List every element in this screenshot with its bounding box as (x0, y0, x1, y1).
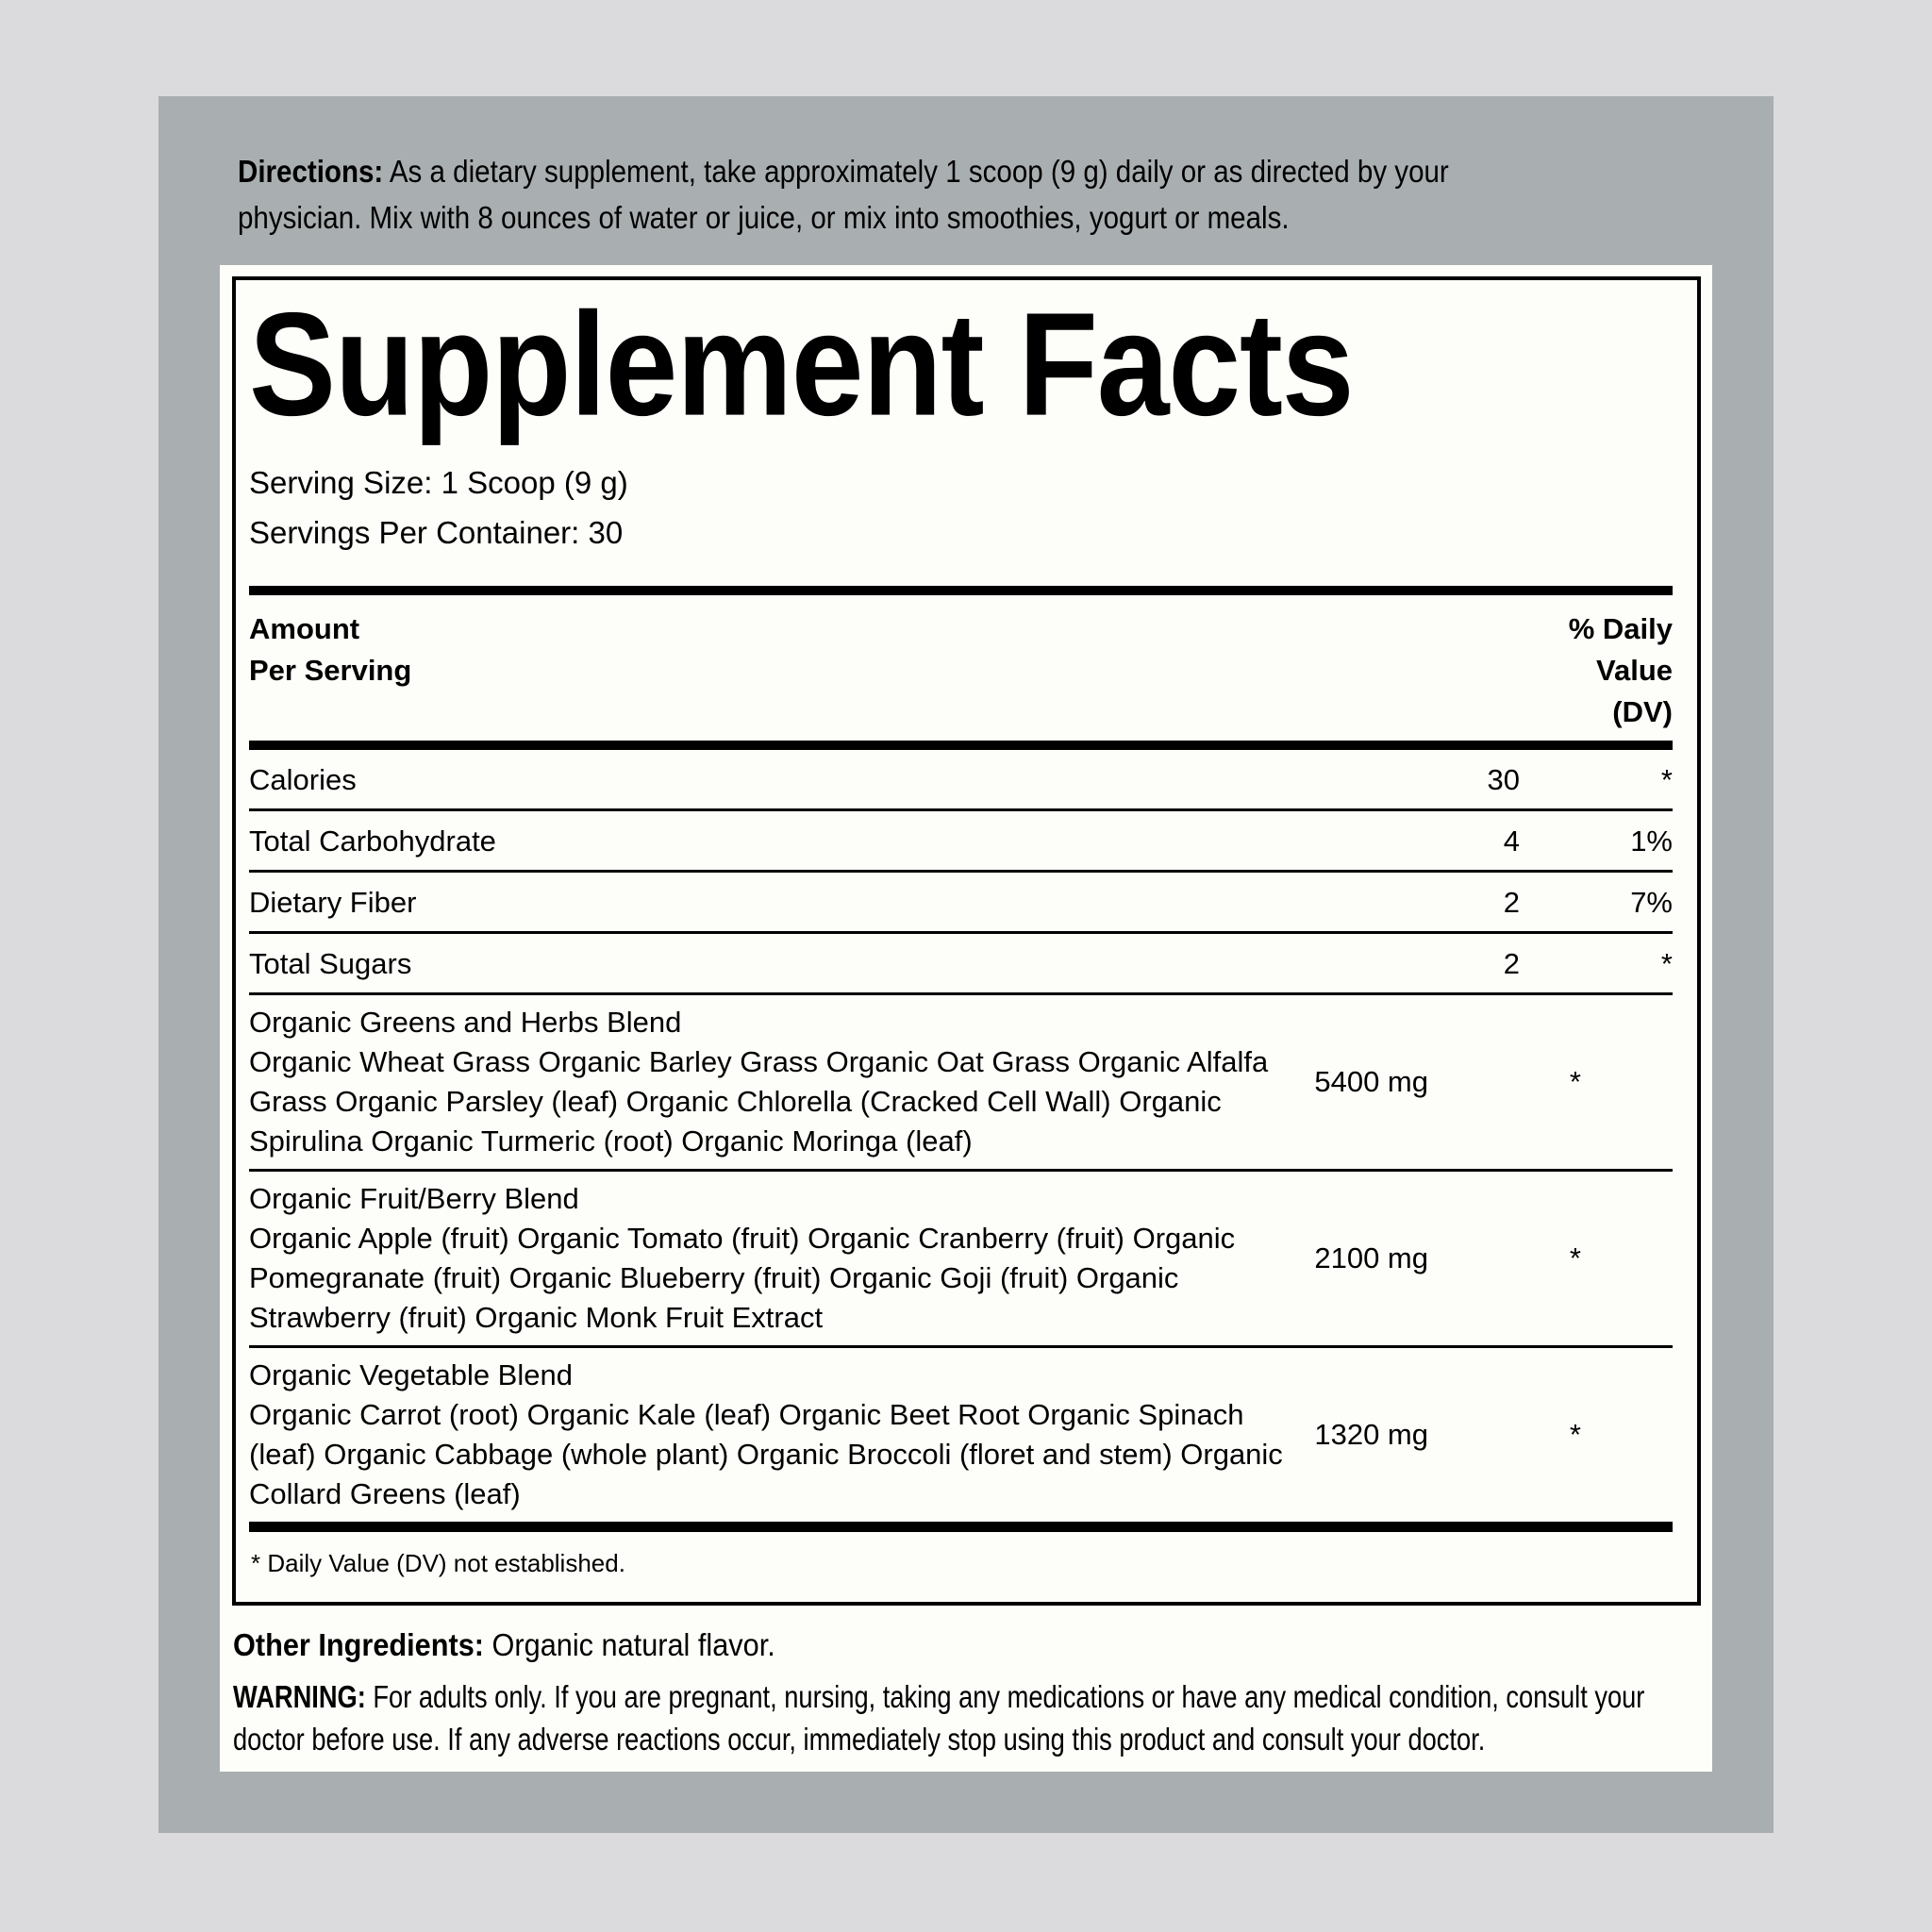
row-name: Total Carbohydrate (249, 824, 496, 858)
row-amount: 2 (1503, 886, 1520, 919)
blend-ingredients: Organic Apple (fruit) Organic Tomato (fr… (249, 1222, 1236, 1334)
other-ingredients-text: Organic natural flavor. (491, 1627, 775, 1662)
directions-paragraph: Directions: As a dietary supplement, tak… (238, 148, 1572, 241)
table-row-calories: Calories 30 * (249, 750, 1673, 811)
warning-text: For adults only. If you are pregnant, nu… (233, 1679, 1645, 1757)
row-name: Total Sugars (249, 947, 412, 980)
warning-paragraph: WARNING: For adults only. If you are pre… (233, 1675, 1674, 1760)
warning-label: WARNING: (233, 1679, 366, 1714)
servings-per-container: Servings Per Container: 30 (249, 515, 624, 550)
row-amount: 2 (1503, 947, 1520, 980)
blend-row-fruit-berry: Organic Fruit/Berry Blend Organic Apple … (249, 1172, 1673, 1348)
supplement-facts-card: Supplement Facts Serving Size: 1 Scoop (… (220, 265, 1712, 1772)
row-amount: 4 (1503, 824, 1520, 858)
table-row-dietary-fiber: Dietary Fiber 2 7% (249, 873, 1673, 934)
blend-row-vegetable: Organic Vegetable Blend Organic Carrot (… (249, 1348, 1673, 1522)
header-amount-line2: Per Serving (249, 654, 412, 687)
row-dv: 7% (1630, 886, 1673, 919)
header-amount-line1: Amount (249, 612, 360, 645)
blend-title: Organic Greens and Herbs Blend (249, 1006, 682, 1039)
table-header-row: Amount Per Serving % Daily Value (DV) (249, 595, 1673, 750)
divider-thick-bottom (249, 1522, 1673, 1532)
row-dv: * (1660, 763, 1673, 796)
blend-amount: 1320 mg (1314, 1418, 1428, 1451)
blend-description: Organic Greens and Herbs Blend Organic W… (249, 1003, 1287, 1161)
divider-thick-top (249, 586, 1673, 595)
blend-title: Organic Fruit/Berry Blend (249, 1182, 579, 1215)
header-dv-line3: (DV) (1612, 695, 1673, 728)
row-dv: 1% (1630, 824, 1673, 858)
other-ingredients-label: Other Ingredients: (233, 1627, 485, 1662)
other-ingredients-paragraph: Other Ingredients: Organic natural flavo… (233, 1626, 1598, 1664)
amount-per-serving-header: Amount Per Serving (249, 608, 1484, 733)
blend-dv: * (1569, 1418, 1581, 1451)
supplement-facts-box: Supplement Facts Serving Size: 1 Scoop (… (232, 276, 1701, 1606)
daily-value-header: % Daily Value (DV) (1484, 608, 1673, 733)
header-dv-line1: % Daily (1568, 612, 1673, 645)
blend-ingredients: Organic Carrot (root) Organic Kale (leaf… (249, 1398, 1283, 1510)
blend-description: Organic Vegetable Blend Organic Carrot (… (249, 1356, 1287, 1514)
table-row-total-carbohydrate: Total Carbohydrate 4 1% (249, 811, 1673, 873)
directions-text: As a dietary supplement, take approximat… (238, 154, 1449, 235)
blend-dv: * (1569, 1065, 1581, 1098)
blend-title: Organic Vegetable Blend (249, 1358, 573, 1391)
blend-dv: * (1569, 1241, 1581, 1274)
blend-row-greens-herbs: Organic Greens and Herbs Blend Organic W… (249, 995, 1673, 1172)
blend-ingredients: Organic Wheat Grass Organic Barley Grass… (249, 1045, 1269, 1158)
directions-label: Directions: (238, 154, 384, 189)
table-row-total-sugars: Total Sugars 2 * (249, 934, 1673, 995)
serving-size: Serving Size: 1 Scoop (9 g) (249, 465, 628, 500)
label-gray-panel: Directions: As a dietary supplement, tak… (158, 96, 1774, 1833)
supplement-facts-title: Supplement Facts (249, 282, 1355, 447)
header-dv-line2: Value (1596, 654, 1673, 687)
blend-amount: 5400 mg (1314, 1065, 1428, 1098)
row-dv: * (1660, 947, 1673, 980)
dv-footnote: * Daily Value (DV) not established. (251, 1549, 625, 1577)
blend-description: Organic Fruit/Berry Blend Organic Apple … (249, 1179, 1287, 1338)
row-name: Calories (249, 763, 357, 796)
blend-amount: 2100 mg (1314, 1241, 1428, 1274)
row-amount: 30 (1487, 763, 1520, 796)
serving-info: Serving Size: 1 Scoop (9 g) Servings Per… (249, 458, 1673, 558)
row-name: Dietary Fiber (249, 886, 417, 919)
